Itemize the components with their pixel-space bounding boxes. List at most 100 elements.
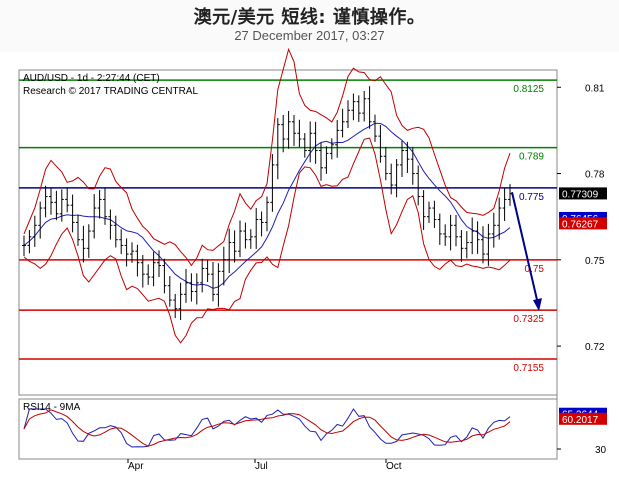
candle xyxy=(329,138,334,160)
candle xyxy=(297,119,302,148)
candle xyxy=(443,224,448,246)
candle xyxy=(281,114,286,153)
candle xyxy=(270,154,275,212)
candle xyxy=(130,242,134,263)
candle xyxy=(319,142,323,181)
main-panel-frame xyxy=(18,69,558,396)
candle xyxy=(146,264,151,285)
rsi-panel-frame xyxy=(18,398,558,460)
header: 澳元/美元 短线: 谨慎操作。 27 December 2017, 03:27 xyxy=(0,0,619,52)
y-tick-label: 0.81 xyxy=(585,83,605,94)
candle xyxy=(302,133,307,158)
y-tick-label: 0.75 xyxy=(585,256,605,267)
candle xyxy=(427,201,431,224)
candle xyxy=(292,114,296,146)
candle xyxy=(464,231,469,259)
candle xyxy=(481,226,485,264)
candle xyxy=(140,254,145,288)
candle xyxy=(173,293,178,319)
level-label: 0.75 xyxy=(525,264,545,275)
candle xyxy=(232,230,237,263)
candle xyxy=(81,225,86,263)
candle xyxy=(119,229,124,255)
candle xyxy=(497,197,502,240)
candle xyxy=(502,188,507,221)
candle xyxy=(86,224,91,258)
price-badge xyxy=(559,217,607,230)
candle xyxy=(389,163,394,195)
candle xyxy=(227,228,232,273)
forecast-arrow-head xyxy=(533,298,542,312)
candle xyxy=(373,114,377,142)
candle xyxy=(76,215,80,246)
chart-credit: Research © 2017 TRADING CENTRAL xyxy=(23,86,198,97)
candle xyxy=(65,187,70,213)
level-label: 0.789 xyxy=(519,152,544,163)
candle xyxy=(103,187,107,225)
price-badge-label: 0.77309 xyxy=(562,189,599,200)
candle xyxy=(70,194,75,233)
candle xyxy=(32,215,37,247)
candle xyxy=(205,260,210,282)
candle xyxy=(378,125,383,163)
candle xyxy=(486,223,491,266)
candle xyxy=(383,147,388,181)
candle xyxy=(157,250,161,277)
x-tick-label: Apr xyxy=(128,461,144,472)
candle xyxy=(286,110,291,149)
page-title: 澳元/美元 短线: 谨慎操作。 xyxy=(193,7,426,28)
rsi-label: RSI14 - 9MA xyxy=(23,402,81,413)
candle xyxy=(335,120,340,158)
level-label: 0.775 xyxy=(519,192,544,203)
candle xyxy=(265,196,269,232)
candle xyxy=(38,201,43,239)
candle xyxy=(108,209,113,240)
candle xyxy=(27,230,32,254)
y-tick-label: 0.72 xyxy=(585,342,605,353)
candle xyxy=(421,190,426,231)
candle xyxy=(238,220,242,258)
candle xyxy=(43,185,48,218)
candle xyxy=(437,213,442,245)
candle xyxy=(178,282,183,321)
candle xyxy=(49,188,53,215)
chart-title: AUD/USD - 1d - 2:27:44 (CET) xyxy=(23,73,160,84)
y-tick-label: 0.78 xyxy=(585,170,605,181)
price-badge-label: 0.76267 xyxy=(562,219,599,230)
rsi-ma-line xyxy=(23,409,511,447)
candle xyxy=(254,207,259,249)
candle xyxy=(394,159,399,198)
candle xyxy=(508,184,512,206)
level-label: 0.8125 xyxy=(513,84,544,95)
candle xyxy=(448,214,453,251)
candle xyxy=(54,190,59,221)
candle xyxy=(362,91,367,122)
candle xyxy=(200,258,205,293)
candle xyxy=(162,258,167,294)
candle xyxy=(475,221,480,254)
x-tick-label: Oct xyxy=(386,461,402,472)
candle xyxy=(346,100,350,128)
forecast-arrow-shaft xyxy=(511,192,539,305)
candle xyxy=(454,215,458,247)
page-date: 27 December 2017, 03:27 xyxy=(234,28,385,43)
rsi-tick-label: 30 xyxy=(595,445,607,456)
candle xyxy=(275,118,280,180)
candle xyxy=(151,251,156,287)
candle xyxy=(324,146,329,174)
candle xyxy=(459,230,464,262)
candle xyxy=(189,273,194,302)
candle xyxy=(221,246,226,286)
candle xyxy=(313,121,318,164)
candle xyxy=(92,194,97,239)
candle xyxy=(400,140,404,178)
candle xyxy=(216,263,221,307)
candle xyxy=(470,217,475,255)
candle xyxy=(248,229,253,249)
price-badge xyxy=(559,187,607,200)
candle xyxy=(340,108,345,138)
lower-band-line xyxy=(23,137,511,344)
x-tick-label: Jul xyxy=(255,461,268,472)
candle xyxy=(356,95,361,122)
